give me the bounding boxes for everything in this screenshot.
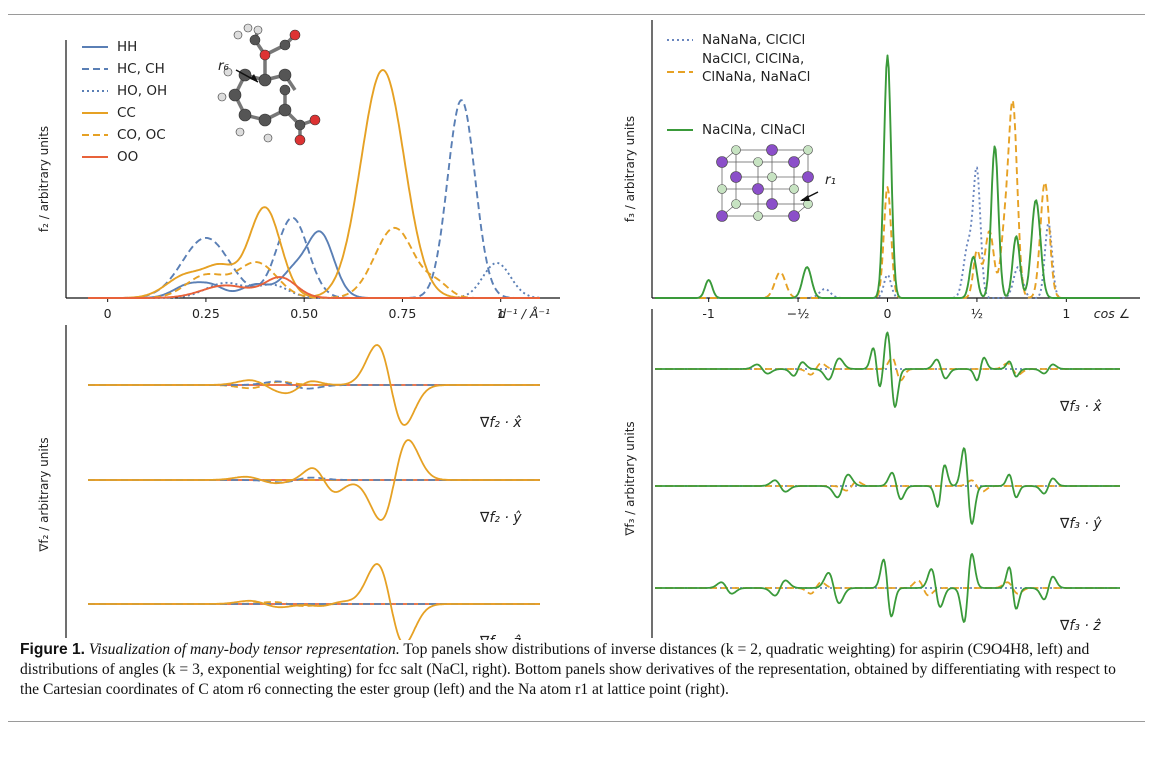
left-bottom-panel: ∇f₂ / arbitrary units ∇f₂ · x̂ ∇f₂ · ŷ ∇f₂ … bbox=[37, 325, 540, 640]
right-top-x-tick-label: 0 bbox=[884, 306, 892, 321]
right-bottom-derivative-line bbox=[655, 447, 1120, 525]
right-top-legend-label: NaClNa, ClNaCl bbox=[702, 122, 805, 138]
r1-label: r₁ bbox=[825, 172, 836, 188]
figure-caption: Figure 1. Visualization of many-body ten… bbox=[20, 640, 1130, 700]
right-top-y-label: f₃ / arbitrary units bbox=[623, 116, 637, 222]
right-bottom-y-label: ∇f₃ / arbitrary units bbox=[623, 421, 637, 536]
right-bottom-panel: ∇f₃ / arbitrary units ∇f₃ · x̂ ∇f₃ · ŷ ∇f₃ … bbox=[623, 309, 1120, 638]
left-bottom-derivative-line bbox=[88, 344, 540, 426]
left-top-x-tick-label: 1 bbox=[497, 306, 505, 321]
caption-label: Figure 1. bbox=[20, 641, 85, 658]
right-bottom-panel-label: ∇f₃ · ŷ bbox=[1059, 516, 1102, 532]
left-top-series-line bbox=[88, 230, 540, 299]
left-bottom-panel-label: ∇f₂ · x̂ bbox=[479, 415, 522, 431]
right-top-legend-label: NaClCl, ClClNa, ClNaNa, NaNaCl bbox=[702, 51, 810, 85]
right-bottom-derivative-line bbox=[655, 331, 1120, 408]
left-top-panel: 0 0.25 0.50 0.75 1d⁻¹ / Å⁻¹ f₂ / arbitrary un… bbox=[37, 39, 560, 321]
right-top-x-tick-label: ½ bbox=[971, 306, 983, 321]
left-top-legend-label: CO, OC bbox=[117, 127, 166, 143]
nacl-crystal-icon: r₁ bbox=[716, 144, 836, 222]
left-bottom-y-label: ∇f₂ / arbitrary units bbox=[37, 437, 51, 552]
left-top-series-line bbox=[88, 226, 540, 299]
left-top-legend-label: HC, CH bbox=[117, 61, 165, 77]
left-top-series-line bbox=[88, 276, 540, 299]
left-top-legend-label: HO, OH bbox=[117, 83, 167, 99]
right-bottom-derivative-line bbox=[655, 553, 1120, 623]
left-top-x-label: d⁻¹ / Å⁻¹ bbox=[498, 306, 550, 321]
aspirin-molecule-icon: r₆ bbox=[217, 23, 321, 146]
figure-frame bbox=[8, 14, 1145, 722]
right-bottom-panel-label: ∇f₃ · x̂ bbox=[1059, 399, 1102, 415]
left-top-legend-label: OO bbox=[117, 149, 138, 165]
right-top-x-tick-label: 1 bbox=[1062, 306, 1070, 321]
right-top-legend-label: NaNaNa, ClClCl bbox=[702, 32, 805, 48]
right-top-x-label: cos ∠ bbox=[1094, 306, 1130, 321]
left-top-y-label: f₂ / arbitrary units bbox=[37, 126, 51, 232]
left-bottom-derivative-line bbox=[88, 439, 540, 521]
left-top-x-tick-label: 0.75 bbox=[389, 306, 417, 321]
right-top-x-tick-label: −½ bbox=[787, 306, 810, 321]
left-top-x-tick-label: 0.25 bbox=[192, 306, 220, 321]
right-bottom-panel-label: ∇f₃ · ẑ bbox=[1059, 618, 1101, 634]
left-top-legend-label: HH bbox=[117, 39, 137, 55]
molecule-insets: r₆ r₁ bbox=[217, 23, 836, 222]
r6-label: r₆ bbox=[218, 58, 230, 74]
right-top-panel: -1 −½ 0 ½ 1 cos ∠ f₃ / arbitrary units NaNaNa, … bbox=[623, 20, 1140, 321]
caption-title: Visualization of many-body tensor repres… bbox=[88, 641, 400, 658]
left-top-x-tick-label: 0.50 bbox=[290, 306, 318, 321]
left-top-x-tick-label: 0 bbox=[104, 306, 112, 321]
figure-plots: 0 0.25 0.50 0.75 1d⁻¹ / Å⁻¹f₂ / arbitrary un… bbox=[37, 20, 1140, 640]
left-bottom-panel-label: ∇f₂ · ŷ bbox=[479, 510, 522, 526]
left-top-series-line bbox=[88, 69, 540, 299]
left-bottom-panel-label: ∇f₂ · ẑ bbox=[479, 634, 521, 640]
caption-text: Top panels show distributions of inverse… bbox=[20, 641, 1116, 698]
right-top-series-line bbox=[655, 54, 1120, 299]
right-bottom-derivative-line bbox=[655, 579, 1120, 597]
left-top-legend-label: CC bbox=[117, 105, 136, 121]
right-top-x-tick-label: -1 bbox=[702, 306, 714, 321]
left-bottom-derivative-line bbox=[88, 563, 540, 640]
